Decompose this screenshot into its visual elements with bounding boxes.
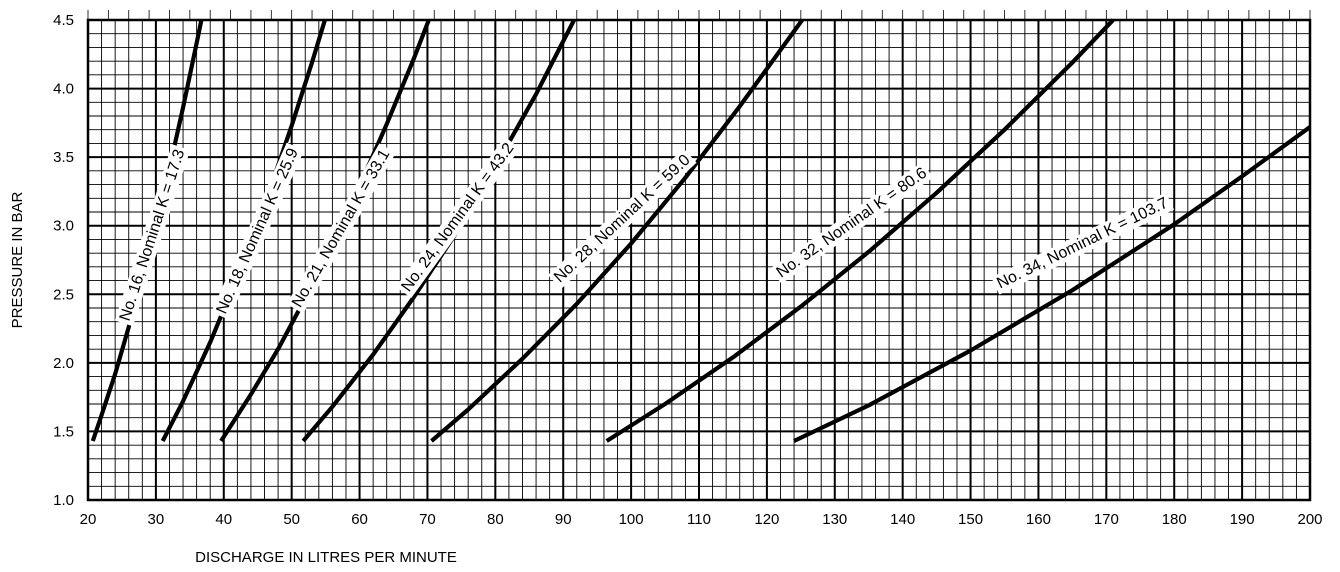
y-tick-label: 1.5: [53, 423, 74, 440]
y-tick-label: 3.0: [53, 218, 74, 235]
curve-k-103-7: [793, 125, 1312, 443]
curve-label-group: No. 21, Nominal K = 33.1: [286, 143, 396, 314]
y-tick-label: 4.5: [53, 12, 74, 29]
curve-label-background: [286, 143, 396, 314]
x-tick-label: 100: [619, 511, 644, 528]
curve-label-background: [991, 192, 1175, 295]
x-tick-label: 90: [555, 511, 572, 528]
y-tick-label: 3.5: [53, 149, 74, 166]
x-tick-label: 60: [351, 511, 368, 528]
x-axis-ticks: 20 30 40 50 60 70 80 90 100 110 120 130 140 150 160 170…: [80, 511, 1323, 528]
y-axis-ticks: 1.0 1.5 2.0 2.5 3.0 3.5 4.0 4.5: [53, 12, 74, 509]
curve-label: No. 16, Nominal K = 17.3: [117, 147, 189, 323]
x-tick-label: 120: [754, 511, 779, 528]
y-tick-label: 1.0: [53, 492, 74, 509]
curve-label-background: [114, 144, 191, 327]
curve-label: No. 18, Nominal K = 25.9: [213, 146, 301, 317]
curve-label-group: No. 16, Nominal K = 17.3: [114, 144, 191, 327]
x-axis-title: DISCHARGE IN LITRES PER MINUTE: [195, 549, 457, 566]
x-tick-label: 20: [80, 511, 97, 528]
x-tick-label: 190: [1230, 511, 1255, 528]
x-tick-label: 110: [687, 511, 711, 528]
x-tick-label: 150: [958, 511, 983, 528]
x-tick-label: 40: [215, 511, 232, 528]
major-grid: [86, 10, 1312, 502]
curve-label-group: No. 18, Nominal K = 25.9: [211, 142, 305, 320]
curve-label-group: No. 28, Nominal K = 59.0: [548, 148, 697, 290]
curve-label-background: [770, 162, 934, 284]
x-tick-label: 50: [283, 511, 300, 528]
x-tick-label: 200: [1297, 511, 1322, 528]
x-tick-label: 70: [419, 511, 436, 528]
x-tick-label: 130: [822, 511, 847, 528]
curve-label-background: [211, 142, 305, 320]
curve-label: No. 24, Nominal K = 43.2: [398, 140, 517, 295]
curve-label-group: No. 24, Nominal K = 43.2: [395, 136, 521, 299]
x-tick-label: 160: [1026, 511, 1051, 528]
x-tick-label: 170: [1094, 511, 1119, 528]
curve-label-background: [395, 136, 521, 299]
x-tick-label: 80: [487, 511, 504, 528]
curve-k-80-6: [605, 18, 1115, 443]
x-tick-label: 30: [148, 511, 165, 528]
y-axis-title: PRESSURE IN BAR: [9, 191, 26, 328]
y-tick-label: 2.0: [53, 355, 74, 372]
y-tick-label: 2.5: [53, 286, 74, 303]
curve-k-59: [430, 18, 804, 443]
x-tick-label: 140: [890, 511, 915, 528]
x-tick-label: 180: [1162, 511, 1187, 528]
y-tick-label: 4.0: [53, 81, 74, 98]
curve-label-background: [548, 148, 697, 290]
